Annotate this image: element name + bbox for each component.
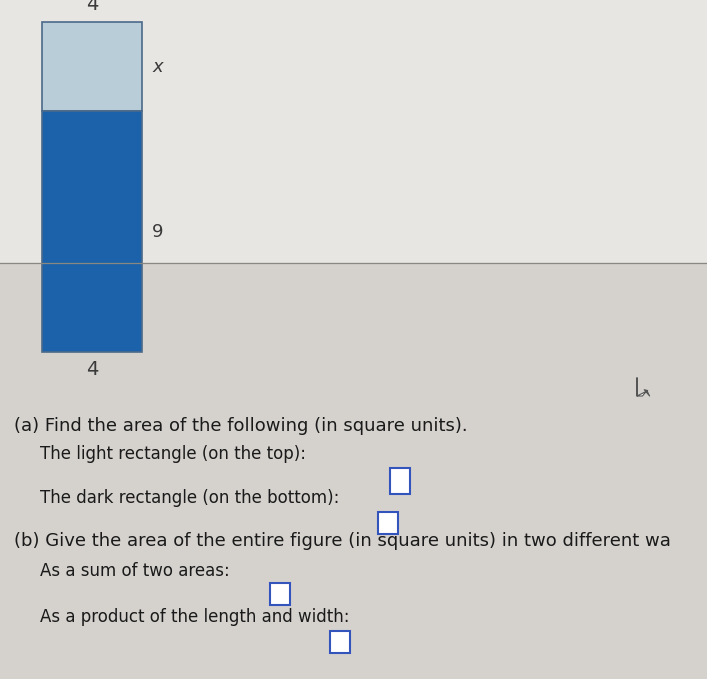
Text: x: x [152,58,163,75]
Text: The light rectangle (on the top):: The light rectangle (on the top): [40,445,306,463]
Text: As a product of the length and width:: As a product of the length and width: [40,608,349,626]
Text: (a) Find the area of the following (in square units).: (a) Find the area of the following (in s… [14,417,467,435]
Text: (b) Give the area of the entire figure (in square units) in two different wa: (b) Give the area of the entire figure (… [14,532,671,550]
Bar [0,0,707,263]
FancyBboxPatch shape [390,468,410,494]
FancyBboxPatch shape [378,512,398,534]
Text: 4: 4 [86,0,98,14]
Bar [0,263,707,679]
Bar [42,22,142,111]
Polygon shape [637,378,650,396]
Text: As a sum of two areas:: As a sum of two areas: [40,562,230,580]
FancyBboxPatch shape [270,583,290,605]
Text: The dark rectangle (on the bottom):: The dark rectangle (on the bottom): [40,489,339,507]
Bar [42,111,142,352]
Text: 4: 4 [86,360,98,379]
FancyBboxPatch shape [330,631,350,653]
Text: 9: 9 [152,223,163,240]
